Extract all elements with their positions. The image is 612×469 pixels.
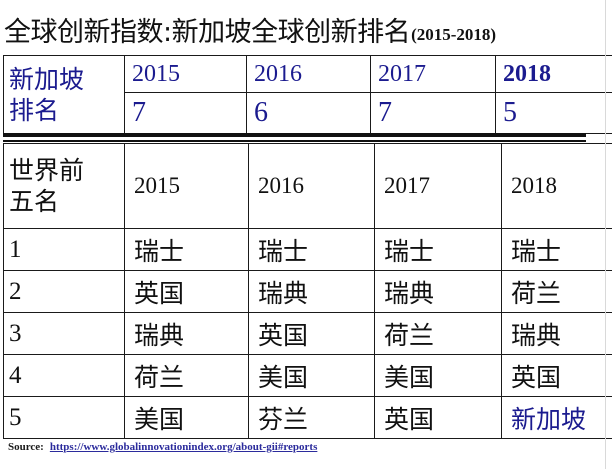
table-row: 1 瑞士 瑞士 瑞士 瑞士: [3, 228, 612, 271]
table-divider: [3, 133, 586, 142]
rank-number-2: 2: [3, 270, 125, 313]
country-rank2-2015: 英国: [124, 270, 249, 313]
country-rank2-2018: 荷兰: [501, 270, 612, 313]
top-five-year-2015: 2015: [124, 143, 249, 229]
country-rank4-2017: 美国: [374, 354, 502, 397]
country-rank1-2017: 瑞士: [374, 228, 502, 271]
outer-frame-line: [605, 0, 606, 469]
country-rank1-2015: 瑞士: [124, 228, 249, 271]
table-row: 新加坡 排名 2015 2016 2017 2018: [3, 55, 612, 134]
singapore-year-2017: 2017: [370, 55, 496, 93]
country-rank5-2017: 英国: [374, 396, 502, 439]
table-row: 3 瑞典 英国 荷兰 瑞典: [3, 312, 612, 355]
rank-number-4: 4: [3, 354, 125, 397]
singapore-rank-2015: 7: [124, 92, 247, 134]
top-five-header-label-line2: 五名: [9, 187, 60, 216]
page-title-main: 全球创新指数:新加坡全球创新排名: [4, 17, 411, 48]
table-row: 7 6 7 5: [4, 92, 612, 134]
top-five-header-label-line1: 世界前: [9, 156, 85, 185]
singapore-rank-label-line2: 排名: [9, 95, 60, 125]
singapore-rank-table: 新加坡 排名 2015 2016 2017 2018 7 6 7 5: [3, 55, 612, 134]
top-five-year-2016: 2016: [248, 143, 375, 229]
country-rank3-2016: 英国: [248, 312, 375, 355]
singapore-rank-2018: 5: [495, 92, 612, 134]
world-top-five-table: 世界前 五名 2015 2016 2017 2018 1 瑞士 瑞士 瑞士 瑞士…: [3, 143, 612, 439]
country-rank2-2016: 瑞典: [248, 270, 375, 313]
top-five-header-label: 世界前 五名: [3, 143, 125, 229]
country-rank3-2018: 瑞典: [501, 312, 612, 355]
rank-number-3: 3: [3, 312, 125, 355]
country-rank4-2015: 荷兰: [124, 354, 249, 397]
page-title-year-range: (2015-2018): [411, 25, 497, 44]
country-rank5-2015: 美国: [124, 396, 249, 439]
rank-number-5: 5: [3, 396, 125, 439]
singapore-rank-2016: 6: [246, 92, 371, 134]
rank-number-1: 1: [3, 228, 125, 271]
top-five-year-2018: 2018: [501, 143, 612, 229]
singapore-rank-2017: 7: [370, 92, 496, 134]
country-rank4-2016: 美国: [248, 354, 375, 397]
country-rank1-2016: 瑞士: [248, 228, 375, 271]
singapore-year-2015: 2015: [124, 55, 247, 93]
table-row: 5 美国 芬兰 英国 新加坡: [3, 396, 612, 439]
country-rank5-2018-highlighted: 新加坡: [501, 396, 612, 439]
country-rank5-2016: 芬兰: [248, 396, 375, 439]
country-rank4-2018: 英国: [501, 354, 612, 397]
source-line: Source: https://www.globalinnovationinde…: [8, 438, 317, 456]
table-header-row: 世界前 五名 2015 2016 2017 2018: [3, 143, 612, 229]
singapore-year-2018: 2018: [495, 55, 612, 93]
country-rank1-2018: 瑞士: [501, 228, 612, 271]
source-label: Source:: [8, 441, 44, 453]
country-rank2-2017: 瑞典: [374, 270, 502, 313]
source-url-link[interactable]: https://www.globalinnovationindex.org/ab…: [49, 441, 318, 453]
table-row: 2 英国 瑞典 瑞典 荷兰: [3, 270, 612, 313]
singapore-year-2016: 2016: [246, 55, 371, 93]
country-rank3-2017: 荷兰: [374, 312, 502, 355]
country-rank3-2015: 瑞典: [124, 312, 249, 355]
singapore-rank-label: 新加坡 排名: [3, 55, 125, 134]
page-title: 全球创新指数:新加坡全球创新排名 (2015-2018): [4, 6, 608, 48]
singapore-rank-label-line1: 新加坡: [9, 64, 85, 94]
table-row: 4 荷兰 美国 美国 英国: [3, 354, 612, 397]
top-five-year-2017: 2017: [374, 143, 502, 229]
